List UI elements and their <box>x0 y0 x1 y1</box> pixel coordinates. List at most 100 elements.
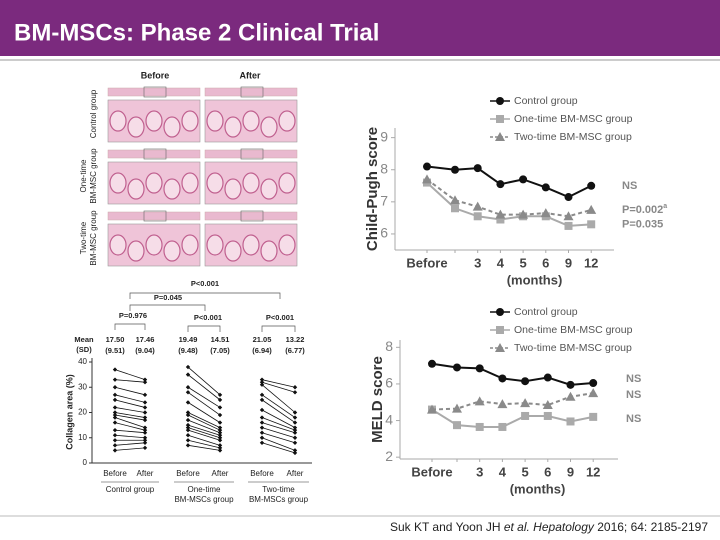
y-tick-label: 8 <box>385 338 393 354</box>
data-point <box>112 412 118 418</box>
x-tick-label: After <box>212 469 229 478</box>
data-point <box>427 404 437 414</box>
zoom-box <box>240 148 264 160</box>
data-point <box>451 165 459 174</box>
pair-line <box>114 379 146 383</box>
data-point <box>112 438 118 443</box>
tissue-nodule <box>163 178 181 200</box>
data-point <box>292 435 298 440</box>
slide-title: BM-MSCs: Phase 2 Clinical Trial <box>14 19 379 46</box>
pair-line <box>187 419 221 434</box>
tissue-strip <box>204 149 298 159</box>
data-point <box>142 417 148 423</box>
sd-label: (7.05) <box>210 346 230 355</box>
pair-line <box>261 432 296 444</box>
tissue-nodule <box>181 110 199 132</box>
legend-marker <box>496 326 504 334</box>
pair-line <box>187 386 221 408</box>
y-tick-label: 7 <box>380 193 388 209</box>
tissue-nodule <box>260 178 278 200</box>
data-point <box>112 448 118 453</box>
data-point <box>112 427 118 433</box>
x-tick-label: 9 <box>567 464 574 479</box>
data-point <box>112 415 118 420</box>
data-point <box>422 174 432 184</box>
group-label: One-time <box>188 485 221 494</box>
annotation-text: P=0.002 <box>622 204 663 216</box>
annotation-text: P=0.035 <box>622 218 663 230</box>
pair-line <box>114 422 146 431</box>
pair-line <box>187 427 221 439</box>
tissue-nodule <box>181 234 199 256</box>
title-bar <box>0 0 720 56</box>
tissue-nodule <box>278 110 296 132</box>
data-point <box>543 373 552 382</box>
tissue-nodule <box>145 172 163 194</box>
data-point <box>495 209 506 219</box>
tissue-nodule <box>181 172 199 194</box>
p-value: P<0.001 <box>194 313 222 322</box>
pair-line <box>261 437 296 451</box>
annotation: NS <box>626 413 641 425</box>
mean-label: 17.46 <box>136 335 155 344</box>
sd-label: (9.48) <box>178 346 198 355</box>
x-tick-label: After <box>287 469 304 478</box>
data-point <box>112 385 118 390</box>
y-tick-label: 20 <box>78 408 87 417</box>
data-point <box>564 221 573 230</box>
data-point <box>563 211 574 221</box>
group-label: Control group <box>106 485 155 494</box>
annotation-text: NS <box>622 180 637 192</box>
data-point <box>185 400 191 405</box>
tissue-nodule <box>224 116 242 138</box>
data-point <box>259 392 265 398</box>
sd-label: (6.77) <box>285 346 305 355</box>
pair-line <box>187 412 221 429</box>
tissue-nodule <box>109 110 127 132</box>
p-bracket <box>129 292 281 299</box>
tissue-nodule <box>127 178 145 200</box>
tissue-nodule <box>224 240 242 262</box>
data-point <box>292 410 298 415</box>
data-point <box>475 364 484 373</box>
data-point <box>259 382 265 387</box>
pair-line <box>187 402 221 423</box>
mean-label: 21.05 <box>253 335 272 344</box>
x-tick-label: 4 <box>499 464 507 479</box>
tissue-nodule <box>242 110 260 132</box>
x-tick-label: Before <box>103 469 127 478</box>
data-point <box>142 380 148 385</box>
tissue-nodule <box>206 234 224 256</box>
data-point <box>259 415 265 420</box>
zoom-box <box>240 86 264 98</box>
data-point <box>217 435 223 440</box>
data-point <box>453 363 461 372</box>
data-point <box>589 379 598 388</box>
pair-line <box>261 442 296 454</box>
data-point <box>142 405 148 410</box>
x-tick-label: After <box>137 469 154 478</box>
data-point <box>185 438 191 443</box>
data-point <box>112 392 118 398</box>
x-tick-label: 9 <box>565 255 572 270</box>
x-tick-label: 6 <box>542 255 549 270</box>
pair-line <box>187 366 221 396</box>
p-bracket <box>114 323 146 330</box>
x-tick-label: 12 <box>584 255 598 270</box>
pair-line <box>261 394 296 418</box>
annotation: NS <box>622 180 637 192</box>
data-point <box>142 430 148 435</box>
data-point <box>518 209 529 219</box>
data-point <box>292 430 298 435</box>
data-point <box>564 193 573 202</box>
tissue-nodule <box>242 172 260 194</box>
data-point <box>259 407 265 413</box>
series-line <box>431 392 594 411</box>
data-point <box>259 380 265 385</box>
pair-line <box>114 412 146 418</box>
data-point <box>217 412 223 418</box>
data-point <box>112 367 118 372</box>
tissue-nodule <box>278 234 296 256</box>
data-point <box>142 445 148 451</box>
